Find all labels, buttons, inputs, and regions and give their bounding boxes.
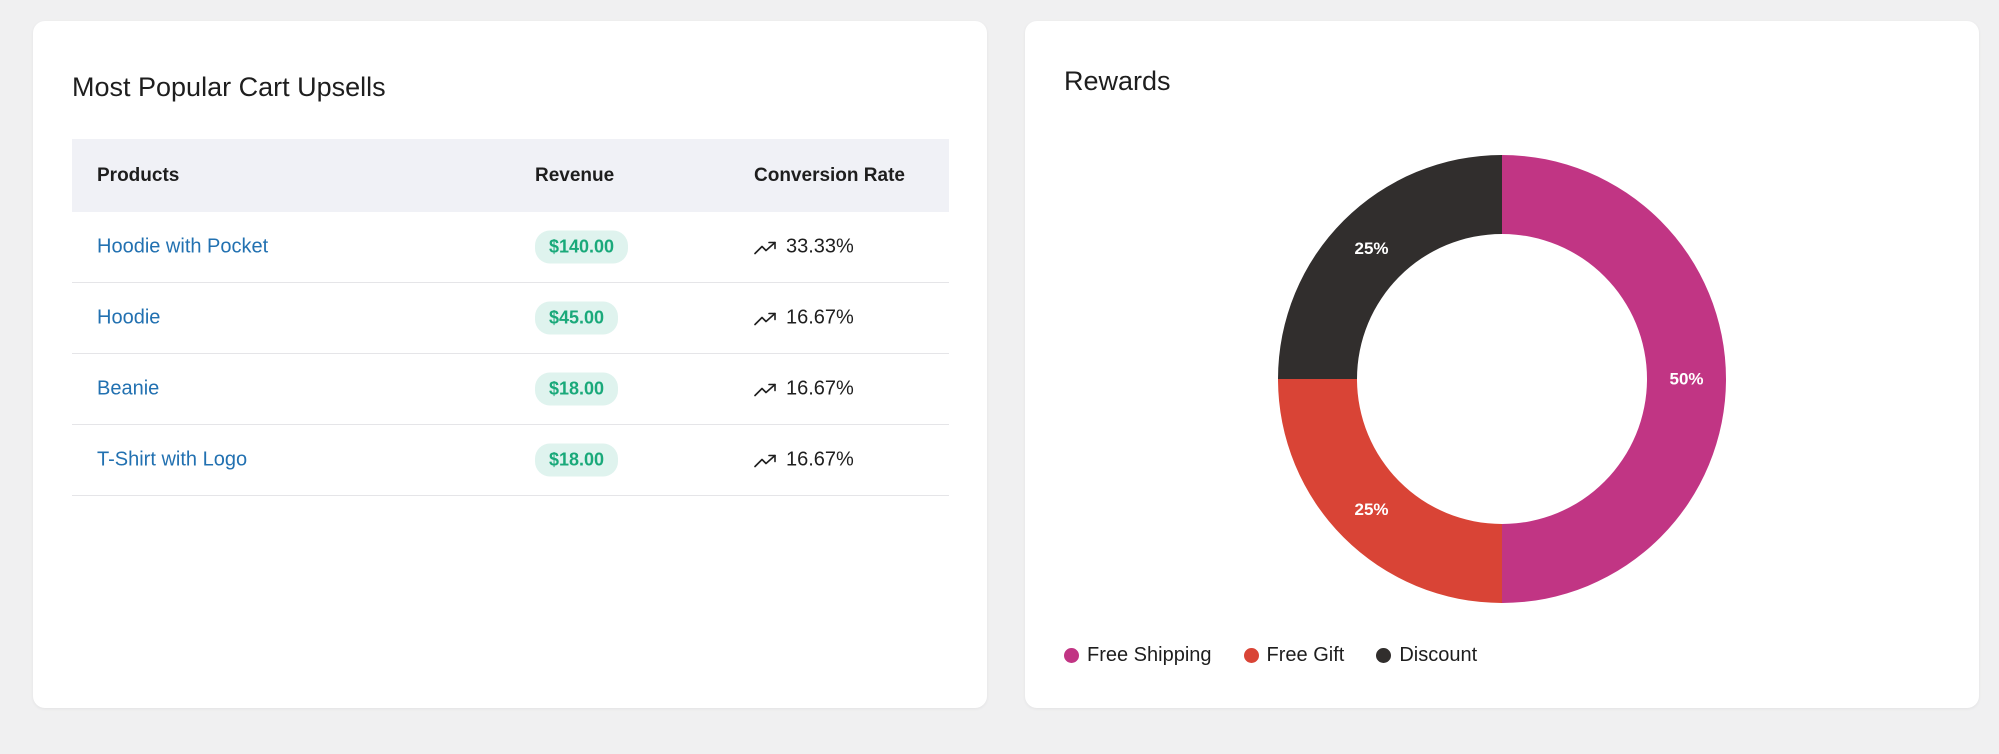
- table-row: Beanie $18.00 16.67%: [72, 354, 949, 425]
- rewards-title: Rewards: [1064, 66, 1171, 96]
- legend-label: Discount: [1399, 644, 1478, 666]
- conversion-rate-value: 16.67%: [786, 448, 854, 471]
- trending-up-icon: [754, 454, 776, 467]
- conversion-rate-cell: 16.67%: [754, 449, 854, 472]
- legend-swatch: [1064, 648, 1079, 663]
- slice-value-label: 50%: [1669, 370, 1703, 389]
- table-row: Hoodie $45.00 16.67%: [72, 283, 949, 354]
- legend-swatch: [1376, 648, 1392, 663]
- revenue-badge: $18.00: [535, 372, 619, 406]
- conversion-rate-value: 16.67%: [786, 377, 854, 400]
- rewards-donut-chart: 50% 25% 25%: [1278, 155, 1726, 603]
- rewards-card: Rewards 50% 25% 25% Free Shipping Free Gift…: [1025, 21, 1979, 708]
- product-link[interactable]: Hoodie: [97, 306, 161, 329]
- table-header: Products Revenue Conversion Rate: [72, 139, 949, 212]
- legend-label: Free Shipping: [1087, 644, 1212, 666]
- chart-legend: Free Shipping Free Gift Discount: [1064, 644, 1477, 667]
- revenue-badge: $45.00: [535, 301, 619, 335]
- legend-label: Free Gift: [1266, 644, 1345, 666]
- product-link[interactable]: T-Shirt with Logo: [97, 448, 248, 471]
- slice-value-label: 25%: [1355, 500, 1389, 519]
- legend-swatch: [1243, 648, 1259, 663]
- slice-value-label: 25%: [1355, 239, 1389, 258]
- trending-up-icon: [754, 241, 776, 254]
- revenue-cell: $18.00: [535, 443, 619, 477]
- conversion-rate-cell: 16.67%: [754, 378, 854, 401]
- donut-slice[interactable]: [1502, 155, 1726, 603]
- revenue-badge: $140.00: [535, 230, 629, 264]
- product-link[interactable]: Beanie: [97, 377, 160, 400]
- revenue-badge: $18.00: [535, 443, 619, 477]
- conversion-rate-cell: 33.33%: [754, 236, 854, 259]
- legend-item[interactable]: Discount: [1376, 644, 1477, 667]
- conversion-rate-value: 33.33%: [786, 235, 854, 258]
- upsells-title: Most Popular Cart Upsells: [72, 72, 386, 102]
- table-row: T-Shirt with Logo $18.00 16.67%: [72, 425, 949, 496]
- column-header-products: Products: [97, 164, 180, 186]
- legend-item[interactable]: Free Gift: [1243, 644, 1345, 667]
- table-row: Hoodie with Pocket $140.00 33.33%: [72, 212, 949, 283]
- trending-up-icon: [754, 383, 776, 396]
- legend-item[interactable]: Free Shipping: [1064, 644, 1212, 667]
- column-header-revenue: Revenue: [535, 164, 615, 186]
- column-header-conversion-rate: Conversion Rate: [754, 164, 905, 186]
- conversion-rate-cell: 16.67%: [754, 307, 854, 330]
- conversion-rate-value: 16.67%: [786, 306, 854, 329]
- upsells-table: Products Revenue Conversion Rate Hoodie …: [72, 139, 949, 496]
- donut-slice[interactable]: [1278, 155, 1502, 379]
- product-link[interactable]: Hoodie with Pocket: [97, 235, 269, 258]
- table-body: Hoodie with Pocket $140.00 33.33% Hoodie $45…: [72, 212, 949, 496]
- upsells-card: Most Popular Cart Upsells Products Reven…: [33, 21, 987, 708]
- donut-slice[interactable]: [1278, 379, 1502, 603]
- trending-up-icon: [754, 312, 776, 325]
- revenue-cell: $140.00: [535, 230, 629, 264]
- revenue-cell: $45.00: [535, 301, 619, 335]
- revenue-cell: $18.00: [535, 372, 619, 406]
